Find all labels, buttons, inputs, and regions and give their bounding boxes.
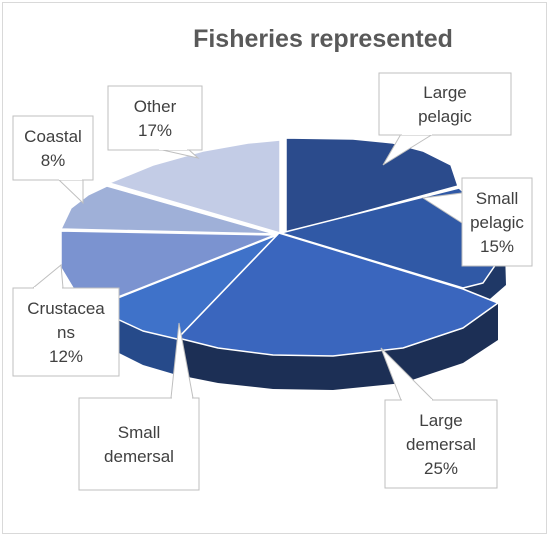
slice-labels: Large pelagic Small pelagic 15% Large demersal… [12, 72, 533, 491]
label-text-line: demersal [406, 435, 476, 454]
side-wall-large-demersal [178, 303, 498, 390]
leader-joint [402, 399, 432, 401]
label-box [384, 399, 498, 489]
label-box [378, 72, 512, 136]
label-small-demersal: Small demersal [78, 322, 200, 491]
chart-title: Fisheries represented [193, 25, 453, 53]
label-coastal: Coastal 8% [12, 115, 94, 205]
side-wall-small-demersal [115, 318, 177, 375]
pie-slice-large-demersal [177, 232, 499, 357]
label-leader [56, 178, 84, 205]
pie-slice-crustaceans [60, 230, 276, 304]
label-crustaceans: Crustacea ns 12% [12, 264, 120, 377]
label-text-line: 8% [41, 151, 66, 170]
leader-joint [159, 148, 187, 150]
label-text-line: 15% [480, 237, 514, 256]
label-other: Other 17% [107, 85, 203, 159]
label-text-line: Other [134, 97, 177, 116]
label-box [78, 397, 200, 491]
pie-slices [60, 137, 506, 357]
label-large-pelagic: Large pelagic [378, 72, 512, 166]
leader-joint [59, 178, 82, 180]
label-text-line: Small [476, 189, 519, 208]
leader-joint [172, 397, 192, 399]
label-text-line: Crustacea [27, 299, 105, 318]
leader-joint [34, 287, 62, 289]
label-small-pelagic: Small pelagic 15% [421, 177, 533, 267]
label-large-demersal: Large demersal 25% [380, 347, 498, 489]
label-text-line: 12% [49, 347, 83, 366]
label-text-line: pelagic [418, 107, 472, 126]
pie-slice-other [108, 139, 281, 234]
label-text-line: Large [423, 83, 466, 102]
label-text-line: 25% [424, 459, 458, 478]
label-box [461, 177, 533, 267]
label-box [107, 85, 203, 151]
label-text-line: Large [419, 411, 462, 430]
label-text-line: demersal [104, 447, 174, 466]
label-box [12, 115, 94, 181]
label-text-line: pelagic [470, 213, 524, 232]
label-text-line: Coastal [24, 127, 82, 146]
label-box [12, 287, 120, 377]
pie-chart: Fisheries represented Large pelagic Small p… [12, 25, 533, 491]
label-text-line: Small [118, 423, 161, 442]
label-leader [31, 264, 64, 289]
label-text-line: ns [57, 323, 75, 342]
leader-joint [402, 133, 432, 135]
pie-slice-coastal [60, 185, 276, 235]
label-text-line: 17% [138, 121, 172, 140]
